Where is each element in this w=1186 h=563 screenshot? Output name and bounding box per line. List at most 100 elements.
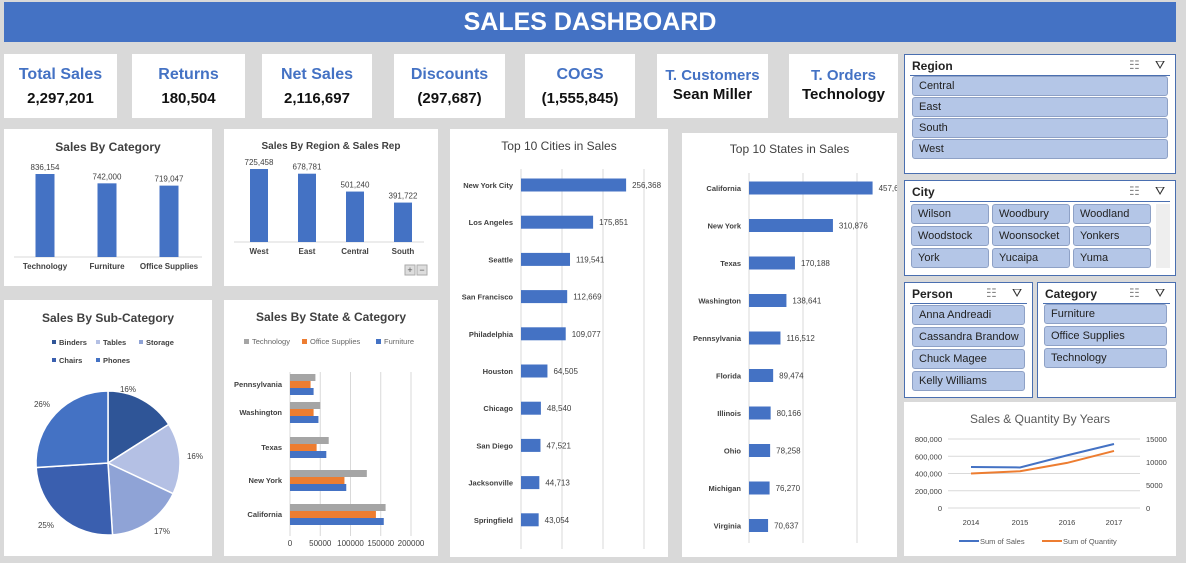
data-label: 742,000	[93, 172, 122, 181]
slicer-item[interactable]: Woodstock	[911, 226, 989, 246]
slicer-divider	[910, 201, 1170, 202]
bar	[346, 191, 364, 242]
slicer-title: Person	[912, 287, 953, 301]
kpi-title: COGS	[556, 66, 604, 83]
slicer-item[interactable]: Office Supplies	[1044, 326, 1167, 346]
data-label: 391,722	[389, 192, 418, 201]
category-label: Philadelphia	[469, 330, 514, 339]
bar	[521, 252, 571, 266]
bar	[290, 504, 386, 511]
bar	[749, 294, 787, 307]
category-label: Chicago	[483, 404, 513, 413]
slicer-item[interactable]: Yonkers	[1073, 226, 1151, 246]
clear-filter-icon[interactable]: ⛛	[1012, 286, 1023, 300]
city-scrollbar[interactable]	[1156, 204, 1170, 268]
kpi-title: T. Orders	[810, 67, 877, 84]
tick-label: 0	[1146, 504, 1150, 513]
bar	[749, 444, 771, 457]
slicer-item[interactable]: West	[912, 139, 1168, 159]
slicer-item[interactable]: Technology	[1044, 348, 1167, 368]
bar	[290, 416, 319, 423]
bar	[521, 178, 627, 192]
multi-select-icon[interactable]: ☷	[986, 286, 997, 300]
bar	[521, 327, 566, 341]
plus-icon: +	[407, 265, 412, 275]
tick-label: 200,000	[915, 487, 942, 496]
data-label: 47,521	[546, 441, 571, 450]
chart-title: Sales By State & Category	[256, 310, 406, 324]
multi-select-icon[interactable]: ☷	[1129, 286, 1140, 300]
legend-label: Sum of Sales	[980, 537, 1025, 546]
kpi-title: Discounts	[410, 66, 489, 83]
slicer-item[interactable]: Yuma	[1073, 248, 1151, 268]
chart-title: Sales By Region & Sales Rep	[262, 141, 401, 152]
slicer-item[interactable]: York	[911, 248, 989, 268]
data-label: 70,637	[774, 522, 799, 531]
kpi-card: T. Orders Technology	[789, 54, 898, 118]
slicer-divider	[1043, 303, 1170, 304]
category-label: California	[247, 510, 282, 519]
slicer-category: Category ☷ ⛛ Furniture Office Supplies Techno…	[1037, 282, 1176, 398]
category-label: Furniture	[89, 262, 125, 271]
legend-label: Phones	[103, 356, 130, 365]
slicer-item[interactable]: Wilson	[911, 204, 989, 224]
bar	[749, 219, 833, 232]
slicer-item[interactable]: East	[912, 97, 1168, 117]
bar	[749, 481, 770, 495]
slicer-item[interactable]: Woonsocket	[992, 226, 1070, 246]
category-label: East	[299, 247, 316, 256]
pie-slice	[35, 462, 114, 536]
slicer-item[interactable]: South	[912, 118, 1168, 138]
kpi-value: (297,687)	[417, 90, 482, 107]
collapse-button[interactable]	[416, 264, 428, 276]
data-label: 678,781	[293, 163, 322, 172]
bar	[749, 369, 774, 382]
category-label: Central	[341, 247, 369, 256]
pie-slice	[107, 390, 170, 465]
slicer-item[interactable]: Kelly Williams	[912, 371, 1025, 391]
slicer-item[interactable]: Anna Andreadi	[912, 305, 1025, 325]
clear-filter-icon[interactable]: ⛛	[1155, 58, 1166, 72]
clear-filter-icon[interactable]: ⛛	[1155, 286, 1166, 300]
slicer-item[interactable]: Furniture	[1044, 304, 1167, 324]
slicer-item[interactable]: Woodbury	[992, 204, 1070, 224]
bar	[159, 185, 179, 257]
slicer-person: Person ☷ ⛛ Anna Andreadi Cassandra Brandow Ch…	[904, 282, 1033, 398]
slicer-item[interactable]: Chuck Magee	[912, 349, 1025, 369]
slicer-item[interactable]: Yucaipa	[992, 248, 1070, 268]
kpi-card: Net Sales 2,116,697	[262, 54, 372, 118]
legend-swatch	[52, 358, 56, 362]
kpi-card: Total Sales 2,297,201	[4, 54, 117, 118]
category-label: Washington	[239, 408, 282, 417]
expand-button[interactable]	[404, 264, 416, 276]
legend-swatch	[96, 358, 100, 362]
tick-label: 10000	[1146, 458, 1167, 467]
bar	[97, 183, 117, 257]
pie-slice	[107, 461, 175, 536]
multi-select-icon[interactable]: ☷	[1129, 184, 1140, 198]
data-label: 26%	[34, 400, 50, 409]
bar	[521, 438, 541, 452]
multi-select-icon[interactable]: ☷	[1129, 58, 1140, 72]
category-label: South	[392, 247, 415, 256]
legend-label: Binders	[59, 338, 87, 347]
bar	[521, 364, 548, 378]
data-label: 719,047	[155, 175, 184, 184]
bar	[290, 444, 317, 451]
slicer-title: Category	[1045, 287, 1098, 301]
data-label: 310,876	[839, 222, 868, 231]
clear-filter-icon[interactable]: ⛛	[1155, 184, 1166, 198]
chart-title: Top 10 Cities in Sales	[501, 139, 616, 153]
tick-label: 2014	[963, 518, 980, 527]
slicer-item[interactable]: Woodland	[1073, 204, 1151, 224]
pie-slice	[106, 423, 181, 495]
bar	[290, 484, 347, 491]
kpi-title: Total Sales	[18, 66, 103, 83]
slicer-item[interactable]: Cassandra Brandow	[912, 327, 1025, 347]
minus-icon: −	[419, 265, 424, 275]
slicer-divider	[910, 303, 1027, 304]
slicer-item[interactable]: Central	[912, 76, 1168, 96]
category-label: Springfield	[474, 516, 514, 525]
bar	[749, 331, 781, 345]
series-line	[970, 443, 1115, 469]
